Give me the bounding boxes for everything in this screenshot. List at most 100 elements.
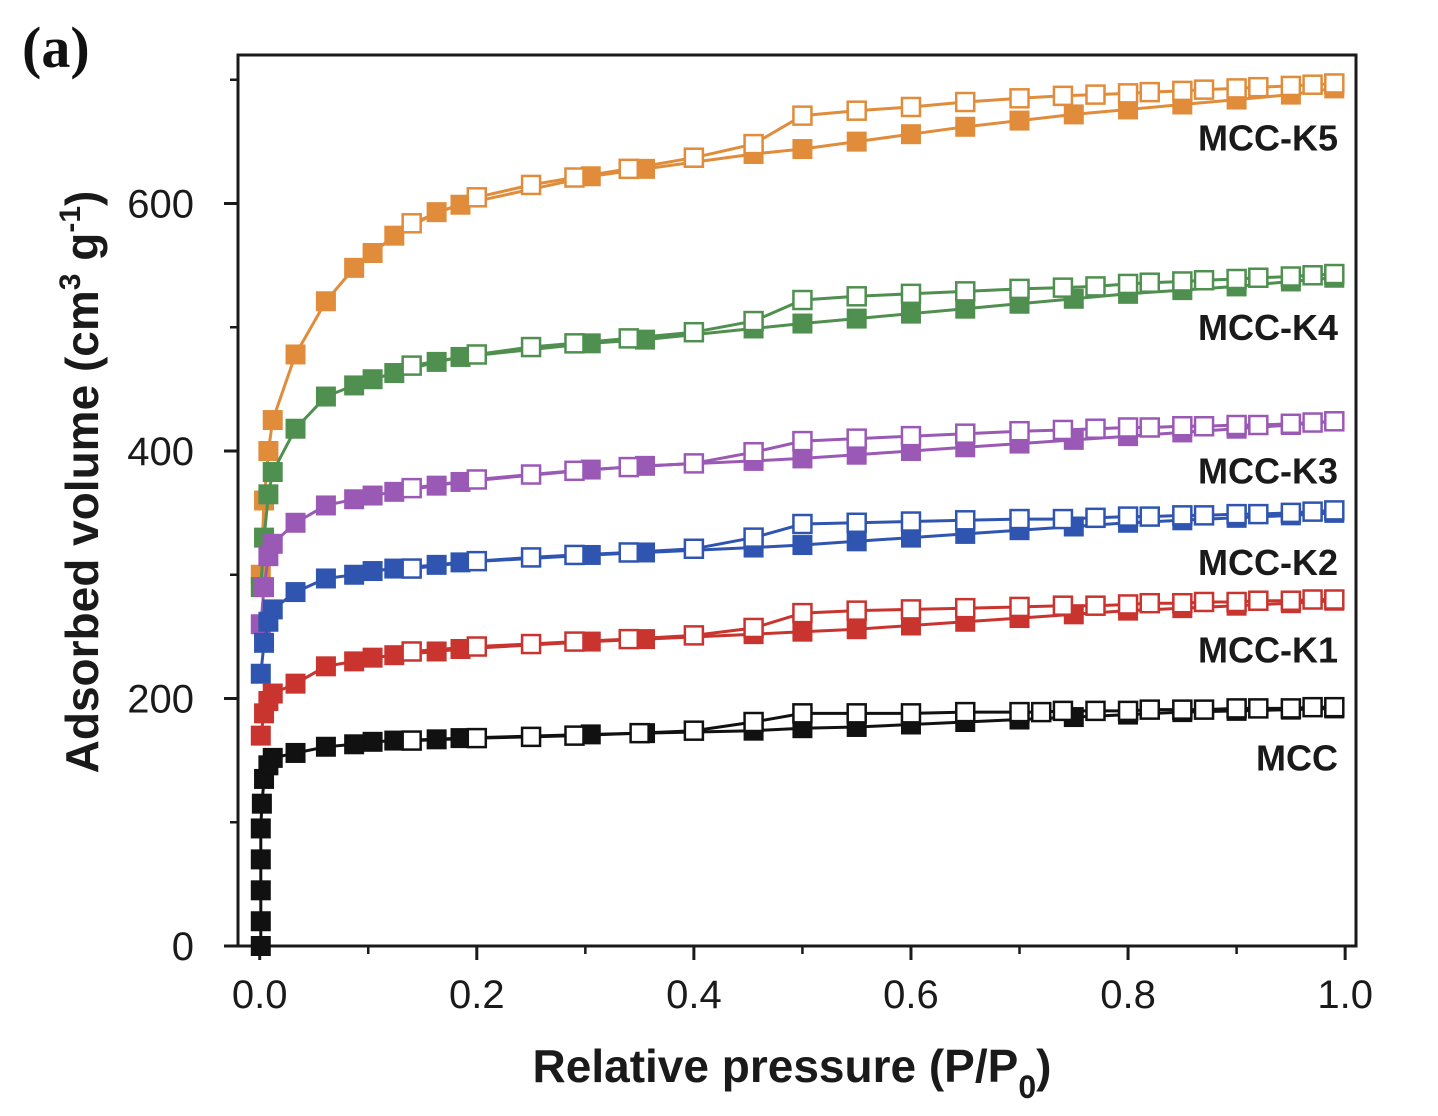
desorption-point — [1117, 506, 1139, 527]
y-tick-label: 200 — [127, 678, 194, 722]
adsorption-point — [1009, 110, 1030, 131]
adsorption-point — [362, 731, 383, 752]
desorption-point — [629, 722, 650, 744]
series-mcc-k4 — [250, 263, 1345, 598]
desorption-point — [1248, 503, 1269, 525]
adsorption-point — [344, 489, 365, 510]
desorption-point — [1172, 416, 1193, 437]
desorption-point — [564, 167, 585, 188]
adsorption-point — [362, 369, 383, 390]
adsorption-point — [846, 131, 867, 152]
desorption-point — [1009, 701, 1030, 723]
desorption-point — [1085, 595, 1106, 616]
desorption-point — [900, 96, 922, 118]
desorption-point — [520, 726, 542, 748]
desorption-point — [954, 281, 976, 302]
adsorption-point — [285, 673, 306, 694]
desorption-point — [900, 425, 922, 447]
desorption-point — [1324, 696, 1345, 718]
desorption-point — [466, 469, 488, 490]
desorption-point — [1193, 591, 1215, 613]
desorption-point — [466, 636, 488, 657]
adsorption-point — [254, 577, 275, 598]
plot-frame — [236, 53, 1358, 948]
series-label: MCC-K5 — [1198, 117, 1338, 158]
adsorption-point — [384, 363, 405, 384]
desorption-point — [1009, 420, 1030, 442]
adsorption-point — [1063, 104, 1084, 125]
adsorption-point — [792, 535, 813, 556]
desorption-point — [1085, 700, 1106, 722]
adsorption-point — [846, 531, 867, 552]
desorption-point — [683, 147, 705, 168]
series-label: MCC-K2 — [1198, 542, 1338, 583]
adsorption-point — [344, 734, 365, 755]
adsorption-point — [362, 243, 383, 263]
desorption-point — [1226, 414, 1247, 436]
desorption-point — [1030, 701, 1052, 723]
adsorption-point — [262, 533, 283, 554]
adsorption-point — [285, 512, 306, 533]
desorption-point — [1139, 506, 1161, 527]
adsorption-point — [384, 730, 405, 751]
desorption-point — [1085, 84, 1106, 105]
x-tick-label: 0.4 — [666, 973, 722, 1017]
desorption-point — [792, 430, 813, 452]
adsorption-point — [426, 729, 447, 750]
desorption-point — [520, 633, 542, 655]
desorption-point — [954, 701, 976, 723]
desorption-point — [466, 727, 488, 749]
y-axis: 0 200 400 600 — [127, 78, 238, 969]
desorption-point — [564, 631, 585, 652]
desorption-point — [1052, 700, 1074, 722]
adsorption-point — [426, 554, 447, 575]
adsorption-point — [846, 619, 867, 640]
desorption-point — [1280, 413, 1302, 435]
adsorption-point — [250, 849, 271, 870]
adsorption-point — [250, 936, 271, 956]
desorption-point — [1085, 507, 1106, 529]
desorption-point — [1324, 73, 1345, 94]
adsorption-point — [250, 663, 271, 684]
desorption-point — [1139, 272, 1161, 293]
desorption-point — [1052, 277, 1074, 298]
desorption-point — [466, 550, 488, 572]
desorption-point — [1117, 273, 1139, 295]
desorption-point — [792, 289, 813, 311]
desorption-point — [1009, 596, 1030, 618]
series-mcc-k2 — [250, 500, 1345, 684]
desorption-point — [1226, 78, 1247, 99]
desorption-point — [743, 310, 764, 332]
adsorption-point — [315, 495, 336, 516]
desorption-point — [792, 602, 813, 624]
series-mcc-k1 — [250, 589, 1345, 746]
desorption-point — [1009, 508, 1030, 530]
desorption-point — [1139, 417, 1161, 438]
desorption-point — [683, 720, 705, 741]
desorption-point — [1302, 696, 1323, 718]
adsorption-point — [258, 441, 279, 461]
adsorption-point — [250, 725, 271, 746]
desorption-point — [1248, 76, 1269, 98]
adsorption-point — [384, 481, 405, 502]
adsorption-point — [315, 568, 336, 589]
desorption-point — [401, 558, 422, 579]
adsorption-point — [426, 202, 447, 223]
desorption-point — [1085, 276, 1106, 297]
adsorption-point — [900, 124, 921, 145]
desorption-point — [743, 441, 764, 463]
adsorption-point — [285, 418, 306, 439]
adsorption-point — [426, 641, 447, 662]
desorption-point — [846, 428, 867, 449]
adsorption-point — [792, 313, 813, 334]
adsorption-point — [315, 656, 336, 677]
desorption-point — [846, 512, 867, 534]
adsorption-point — [900, 303, 921, 324]
desorption-point — [1302, 74, 1323, 95]
desorption-point — [954, 423, 976, 444]
adsorption-point — [384, 225, 405, 246]
desorption-point — [792, 703, 813, 724]
series-label: MCC — [1256, 737, 1338, 778]
adsorption-point — [344, 375, 365, 396]
adsorption-point — [792, 448, 813, 469]
